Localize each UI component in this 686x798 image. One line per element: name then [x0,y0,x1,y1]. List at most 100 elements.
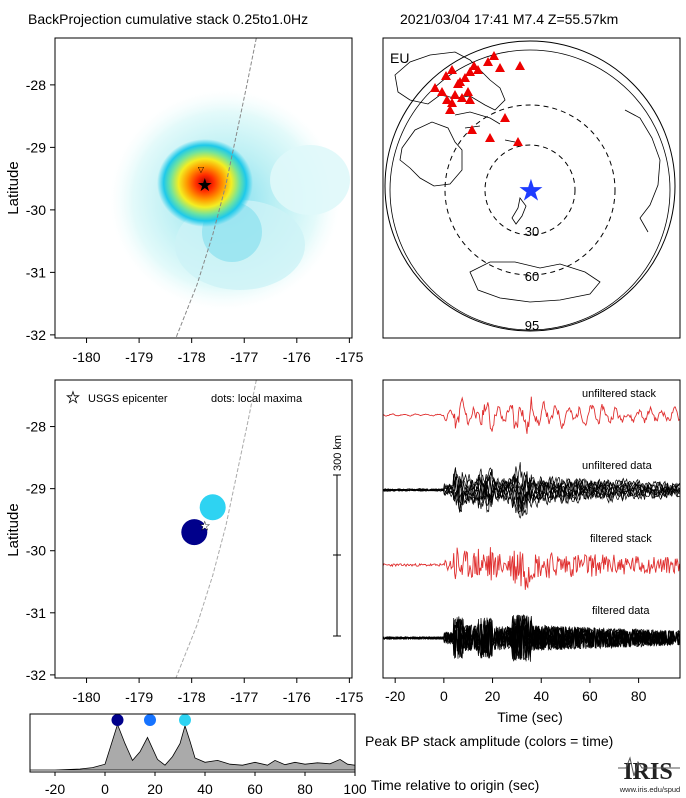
newzealand-coast [511,197,527,225]
unfiltered-data-trace [383,467,680,519]
ring-label-30: 30 [525,224,539,239]
iris-logo-url: www.iris.edu/spud [619,785,680,794]
trace-layer [383,396,680,662]
station-triangle [463,87,473,96]
x-tick-label: -20 [45,781,65,797]
local-maximum-dot [199,494,226,521]
x-tick-label: -20 [385,688,405,704]
station-triangle [465,67,475,76]
label-unfiltered-data: unfiltered data [582,460,653,472]
y-axis-label-c: Latitude [5,503,22,556]
iris-logo-wave [618,756,680,777]
x-axis-label-time: Time (sec) [497,709,563,725]
station-triangle [515,61,525,70]
x-tick-label: -180 [73,689,101,705]
distance-ring-60 [444,104,616,276]
axes-c: -180 -179 -178 -177 -176 -175 -28 -29 -30 -31 -32 [26,419,364,705]
station-triangle [513,137,523,146]
americas-coast [624,109,661,233]
x-tick-label: -175 [335,689,363,705]
station-map-panel: ★ EU 30 60 95 [382,37,681,339]
station-triangle [430,83,440,92]
x-tick-label: -175 [335,349,363,365]
station-markers [430,51,525,146]
legend-epicenter-label: USGS epicenter [88,393,168,405]
x-tick-label: 20 [147,781,163,797]
label-filtered-stack: filtered stack [590,533,652,545]
amplitude-maximum-dot [144,714,156,726]
y-tick-label: -32 [26,327,46,343]
station-triangle [450,90,460,99]
heatmap-layer: ★ ▽ [55,38,352,338]
x-tick-label: 80 [631,688,647,704]
heat-halo-east [270,145,350,215]
x-tick-label: -176 [283,349,311,365]
station-triangle [500,113,510,122]
y-tick-label: -28 [26,419,46,435]
figure-title: BackProjection cumulative stack 0.25to1.… [28,11,308,27]
y-tick-label: -30 [26,543,46,559]
x-tick-label: 60 [247,781,263,797]
x-tick-label: 20 [485,688,501,704]
unfiltered-stack-trace [383,396,680,434]
cumulative-stack-panel: ★ ▽ -180 -179 -178 -177 -176 -175 -28 -29 -30 -31… [5,37,364,365]
legend-dots-label: dots: local maxima [211,393,303,405]
filtered-stack-trace [383,547,680,590]
station-triangle [457,93,467,102]
station-triangle [453,79,463,88]
ring-label-60: 60 [525,269,539,284]
y-tick-label: -29 [26,139,46,155]
trench-line [175,38,257,338]
x-tick-label: -177 [230,349,258,365]
epicenter-star: ★ [197,175,213,195]
x-tick-label: 40 [197,781,213,797]
unfiltered-data-trace [383,462,680,509]
y-tick-label: -31 [26,605,46,621]
label-filtered-data: filtered data [592,605,650,617]
asia-coast [394,51,506,111]
event-info: 2021/03/04 17:41 M7.4 Z=55.57km [400,11,618,27]
x-tick-label: -178 [178,689,206,705]
local-maximum-dot [181,519,208,546]
y-axis-label: Latitude [5,161,22,214]
legend-star-icon: ★ [66,390,79,407]
station-triangle [485,133,495,142]
x-tick-label: 40 [533,688,549,704]
x-tick-label: 0 [440,688,448,704]
axes-a: -180 -179 -178 -177 -176 -175 -28 -29 -30 -31 -32 [26,77,364,365]
station-triangle [483,57,493,66]
local-maxima-dots [181,494,226,546]
y-tick-label: -29 [26,481,46,497]
station-triangle [442,95,452,104]
x-tick-label: 60 [582,688,598,704]
usgs-epicenter-star: ★ [199,519,210,533]
y-tick-label: -28 [26,77,46,93]
peak-amplitude-title: Peak BP stack amplitude (colors = time) [365,733,613,749]
triangle-marker: ▽ [198,165,205,174]
station-triangle [437,87,447,96]
x-tick-label: -180 [73,349,101,365]
x-tick-label: -177 [230,689,258,705]
station-triangle [465,95,475,104]
y-tick-label: -32 [26,667,46,683]
scale-bar-label: 300 km [332,435,344,471]
station-triangle [445,105,455,114]
x-tick-label: 80 [297,781,313,797]
australia-coast [399,121,463,187]
distance-ring-95 [389,49,671,331]
x-tick-label: -179 [125,349,153,365]
antarctica-coast [469,261,601,303]
station-triangle [441,71,451,80]
amplitude-maximum-dot [111,714,124,726]
x-tick-label: -179 [125,689,153,705]
amplitude-maximum-dot [179,714,191,726]
filtered-data-trace [383,613,680,662]
x-tick-label: 0 [101,781,109,797]
station-triangle [447,98,457,107]
network-label: EU [390,50,409,66]
ring-label-95: 95 [525,318,539,333]
axes-d: -20 0 20 40 60 80 [385,678,647,704]
label-unfiltered-stack: unfiltered stack [582,388,656,400]
x-tick-label: -178 [178,349,206,365]
